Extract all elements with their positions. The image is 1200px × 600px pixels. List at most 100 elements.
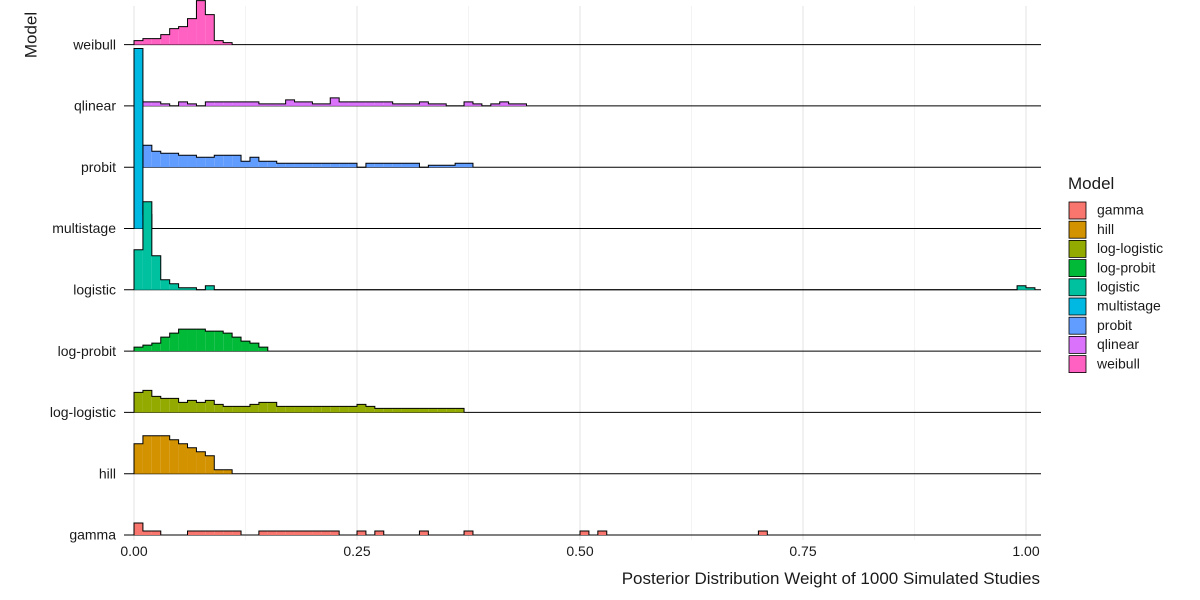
histogram-bin <box>392 103 402 106</box>
histogram-bin <box>160 103 170 106</box>
histogram-bin <box>758 531 768 535</box>
legend-swatch <box>1068 355 1087 374</box>
histogram-bin <box>142 145 152 168</box>
histogram-bin <box>241 341 250 352</box>
histogram-outline <box>133 522 768 536</box>
histogram-bin <box>223 42 233 45</box>
histogram-bin <box>134 392 143 413</box>
histogram-bin <box>151 435 161 474</box>
histogram-bin <box>455 163 465 168</box>
histogram-bin <box>508 103 518 106</box>
histogram-bin <box>437 165 447 168</box>
ridge-probit <box>124 144 1041 168</box>
histogram-outline <box>133 328 269 352</box>
y-tick-label: gamma <box>69 527 116 543</box>
histogram-outline <box>133 97 527 107</box>
y-tick-label: multistage <box>52 220 116 236</box>
histogram-bin <box>134 523 143 535</box>
histogram-bin <box>472 103 482 106</box>
histogram-bin <box>446 408 456 413</box>
histogram-bin <box>321 163 331 168</box>
legend-item-weibull: weibull <box>1068 355 1140 374</box>
histogram-bin <box>160 337 170 352</box>
legend-item-log-logistic: log-logistic <box>1068 239 1163 258</box>
y-tick-label: logistic <box>73 282 116 298</box>
histogram-bin <box>419 101 429 106</box>
histogram-bin <box>151 343 161 352</box>
histogram-bin <box>232 155 242 168</box>
histogram-bin <box>294 406 304 413</box>
histogram-bin <box>178 287 188 290</box>
histogram-bin <box>187 155 197 168</box>
histogram-bin <box>294 531 304 535</box>
histogram-bin <box>267 161 277 168</box>
histogram-bin <box>214 101 224 106</box>
legend-swatch <box>1068 297 1087 316</box>
x-tick-label: 1.00 <box>1012 543 1039 559</box>
histogram-bin <box>392 163 402 168</box>
histogram-bin <box>419 531 429 535</box>
ridge-log-probit <box>124 328 1041 352</box>
histogram-bin <box>205 331 215 352</box>
histogram-bin <box>348 163 357 168</box>
histogram-bin <box>383 101 393 106</box>
x-tick-label: 0.25 <box>343 543 370 559</box>
histogram-bin <box>134 40 143 45</box>
histogram-bin <box>464 101 473 106</box>
histogram-bin <box>267 531 277 535</box>
histogram-bin <box>232 337 242 352</box>
histogram-bin <box>374 408 384 413</box>
x-axis-title: Posterior Distribution Weight of 1000 Si… <box>622 569 1040 588</box>
histogram-bin <box>330 163 340 168</box>
legend-label: logistic <box>1097 279 1140 295</box>
legend-item-logistic: logistic <box>1068 278 1140 297</box>
histogram-bin <box>169 153 179 168</box>
ridge-log-logistic <box>124 389 1041 413</box>
histogram-bin <box>142 435 152 474</box>
histogram-bin <box>196 0 206 45</box>
legend-label: log-probit <box>1097 259 1155 275</box>
histogram-bin <box>214 469 224 474</box>
histogram-bin <box>258 347 268 352</box>
histogram-bin <box>312 531 322 535</box>
histogram-bin <box>410 103 420 106</box>
histogram-bin <box>276 406 286 413</box>
y-tick-label: weibull <box>72 36 116 52</box>
ridge-multistage <box>124 48 1041 229</box>
histogram-bin <box>312 163 322 168</box>
histogram-bin <box>169 398 179 413</box>
histogram-bin <box>223 101 233 106</box>
histogram-bin <box>241 101 250 106</box>
histogram-bin <box>223 531 233 535</box>
histogram-bin <box>214 404 224 413</box>
histogram-bin <box>490 103 500 106</box>
legend-label: log-logistic <box>1097 240 1163 256</box>
histogram-bin <box>294 101 304 106</box>
legend-swatch <box>1068 201 1087 220</box>
legend-item-log-probit: log-probit <box>1068 259 1155 278</box>
histogram-bin <box>187 531 197 535</box>
histogram-bin <box>348 406 357 413</box>
histogram-bin <box>428 408 438 413</box>
histogram-bin <box>401 163 411 168</box>
histogram-bin <box>428 103 438 106</box>
histogram-bin <box>276 163 286 168</box>
histogram-outline <box>142 144 474 168</box>
histogram-bin <box>151 101 161 106</box>
histogram-bin <box>446 165 456 168</box>
histogram-bin <box>249 343 259 352</box>
histogram-bin <box>142 201 152 290</box>
histogram-bin <box>357 531 366 535</box>
histogram-bin <box>187 447 197 474</box>
histogram-bin <box>223 333 233 352</box>
histogram-bin <box>258 161 268 168</box>
histogram-bin <box>151 531 161 535</box>
histogram-bin <box>160 153 170 168</box>
histogram-bin <box>205 455 215 474</box>
histogram-bin <box>196 531 206 535</box>
histogram-bin <box>267 402 277 413</box>
grid-layer <box>133 6 1027 540</box>
histogram-bin <box>169 283 179 290</box>
histogram-bin <box>142 101 152 106</box>
